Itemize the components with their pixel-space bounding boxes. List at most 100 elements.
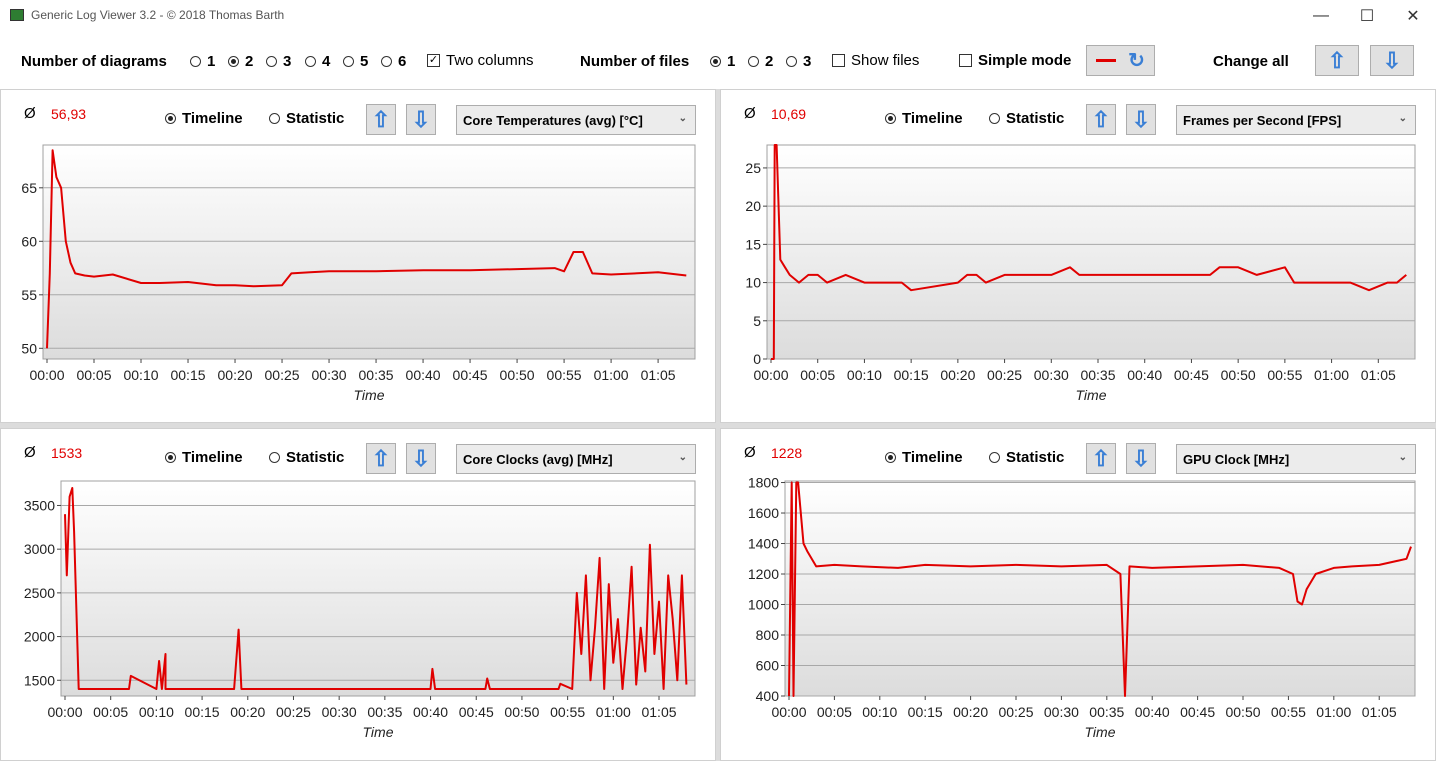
close-button[interactable]: ✕ xyxy=(1406,7,1420,25)
x-tick-label: 00:30 xyxy=(1034,367,1069,383)
radio-dot xyxy=(786,56,797,67)
x-tick-label: 00:35 xyxy=(1089,704,1124,720)
radio-dot xyxy=(190,56,201,67)
timeline-label: Timeline xyxy=(182,449,243,466)
metric-select-value: Frames per Second [FPS] xyxy=(1183,112,1342,128)
timeline-radio[interactable]: Timeline xyxy=(165,449,243,466)
diagrams-radio-6[interactable]: 6 xyxy=(381,53,406,70)
move-up-button[interactable]: ⇧ xyxy=(366,104,396,135)
move-down-button[interactable]: ⇩ xyxy=(1126,443,1156,474)
show-files-checkbox[interactable]: Show files xyxy=(832,52,919,69)
series-line xyxy=(46,149,687,349)
move-up-button[interactable]: ⇧ xyxy=(366,443,396,474)
timeline-label: Timeline xyxy=(182,110,243,127)
y-tick-label: 1400 xyxy=(748,536,779,552)
chart-panel-1: Ø 56,93 Timeline Statistic ⇧ ⇩ Core Temperatur… xyxy=(0,89,716,423)
files-radio-label: 2 xyxy=(765,53,774,70)
diagrams-radio-5[interactable]: 5 xyxy=(343,53,368,70)
statistic-radio[interactable]: Statistic xyxy=(989,110,1064,127)
average-value: 1533 xyxy=(51,445,83,461)
y-tick-label: 60 xyxy=(21,233,37,249)
radio-dot xyxy=(269,113,280,124)
app-icon xyxy=(10,9,24,21)
y-tick-label: 400 xyxy=(756,688,780,704)
diagrams-radio-label: 3 xyxy=(283,53,292,70)
y-tick-label: 55 xyxy=(21,287,37,303)
y-tick-label: 1200 xyxy=(748,566,779,582)
move-all-down-button[interactable]: ⇩ xyxy=(1370,45,1414,76)
chevron-down-icon: ⌄ xyxy=(678,452,687,463)
diagrams-radio-3[interactable]: 3 xyxy=(266,53,291,70)
y-tick-label: 2500 xyxy=(24,585,55,601)
files-radio-2[interactable]: 2 xyxy=(748,53,773,70)
statistic-radio[interactable]: Statistic xyxy=(269,449,344,466)
statistic-radio[interactable]: Statistic xyxy=(269,110,344,127)
x-tick-label: 00:00 xyxy=(753,367,788,383)
metric-select[interactable]: Core Temperatures (avg) [°C] ⌄ xyxy=(456,105,696,135)
diagrams-radio-4[interactable]: 4 xyxy=(305,53,330,70)
radio-dot xyxy=(165,452,176,463)
x-tick-label: 00:15 xyxy=(185,704,220,720)
show-files-label: Show files xyxy=(851,52,920,69)
x-tick-label: 00:55 xyxy=(547,367,582,383)
statistic-radio[interactable]: Statistic xyxy=(989,449,1064,466)
change-all-label: Change all xyxy=(1213,53,1289,70)
x-axis-label: Time xyxy=(354,387,385,403)
diagrams-radio-2[interactable]: 2 xyxy=(228,53,253,70)
minimize-button[interactable]: — xyxy=(1313,6,1329,24)
files-radio-1[interactable]: 1 xyxy=(710,53,735,70)
metric-select-value: GPU Clock [MHz] xyxy=(1183,451,1290,467)
metric-select[interactable]: GPU Clock [MHz] ⌄ xyxy=(1176,444,1416,474)
x-tick-label: 01:05 xyxy=(641,367,676,383)
y-tick-label: 0 xyxy=(753,351,761,367)
arrow-up-icon: ⇧ xyxy=(1091,445,1111,471)
timeline-radio[interactable]: Timeline xyxy=(165,110,243,127)
two-columns-checkbox[interactable]: ✓ Two columns xyxy=(427,52,534,69)
num-files-label: Number of files xyxy=(580,53,690,70)
metric-select[interactable]: Core Clocks (avg) [MHz] ⌄ xyxy=(456,444,696,474)
x-tick-label: 00:10 xyxy=(847,367,882,383)
metric-select[interactable]: Frames per Second [FPS] ⌄ xyxy=(1176,105,1416,135)
average-value: 56,93 xyxy=(51,106,87,122)
average-symbol: Ø xyxy=(24,105,36,122)
line-style-button[interactable]: ↻ xyxy=(1086,45,1155,76)
simple-mode-checkbox[interactable]: Simple mode xyxy=(959,52,1071,69)
x-tick-label: 01:00 xyxy=(594,367,629,383)
arrow-up-icon: ⇧ xyxy=(1091,106,1111,132)
plot-area xyxy=(60,480,696,697)
timeline-radio[interactable]: Timeline xyxy=(885,110,963,127)
x-tick-label: 00:40 xyxy=(413,704,448,720)
move-down-button[interactable]: ⇩ xyxy=(1126,104,1156,135)
x-tick-label: 00:40 xyxy=(406,367,441,383)
arrow-down-icon: ⇩ xyxy=(1382,47,1402,73)
chart-panel-3: Ø 1533 Timeline Statistic ⇧ ⇩ Core Clocks (avg… xyxy=(0,428,716,761)
plot-area xyxy=(42,144,696,360)
x-axis-label: Time xyxy=(1076,387,1107,403)
maximize-button[interactable]: ☐ xyxy=(1359,7,1375,25)
x-tick-label: 00:10 xyxy=(862,704,897,720)
x-tick-label: 01:00 xyxy=(596,704,631,720)
move-up-button[interactable]: ⇧ xyxy=(1086,104,1116,135)
x-tick-label: 00:50 xyxy=(1221,367,1256,383)
x-tick-label: 01:00 xyxy=(1316,704,1351,720)
files-radio-3[interactable]: 3 xyxy=(786,53,811,70)
x-tick-label: 00:05 xyxy=(76,367,111,383)
x-tick-label: 00:55 xyxy=(550,704,585,720)
chevron-down-icon: ⌄ xyxy=(1398,113,1407,124)
horizontal-splitter[interactable] xyxy=(0,423,1436,428)
x-tick-label: 00:10 xyxy=(123,367,158,383)
average-symbol: Ø xyxy=(744,105,756,122)
y-tick-label: 50 xyxy=(21,340,37,356)
x-tick-label: 00:15 xyxy=(894,367,929,383)
average-value: 1228 xyxy=(771,445,803,461)
x-tick-label: 00:10 xyxy=(139,704,174,720)
move-down-button[interactable]: ⇩ xyxy=(406,443,436,474)
move-down-button[interactable]: ⇩ xyxy=(406,104,436,135)
timeline-radio[interactable]: Timeline xyxy=(885,449,963,466)
radio-dot xyxy=(748,56,759,67)
move-up-button[interactable]: ⇧ xyxy=(1086,443,1116,474)
diagrams-radio-1[interactable]: 1 xyxy=(190,53,215,70)
move-all-up-button[interactable]: ⇧ xyxy=(1315,45,1359,76)
x-tick-label: 00:40 xyxy=(1135,704,1170,720)
checkbox-box xyxy=(959,54,972,67)
